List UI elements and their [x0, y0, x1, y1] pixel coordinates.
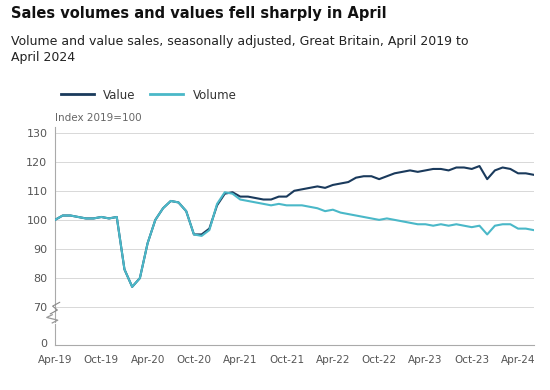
- Text: Sales volumes and values fell sharply in April: Sales volumes and values fell sharply in…: [11, 6, 387, 21]
- Text: Index 2019=100: Index 2019=100: [55, 113, 142, 123]
- Legend: Value, Volume: Value, Volume: [56, 84, 241, 106]
- Text: April 2024: April 2024: [11, 51, 75, 64]
- Text: Volume and value sales, seasonally adjusted, Great Britain, April 2019 to: Volume and value sales, seasonally adjus…: [11, 35, 469, 48]
